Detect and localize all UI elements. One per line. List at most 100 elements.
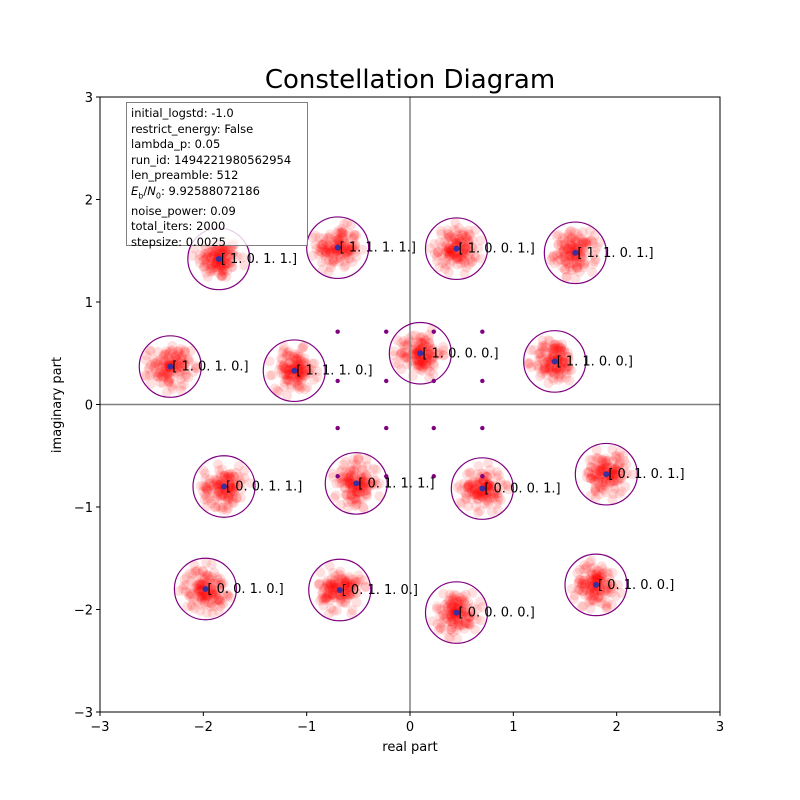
noise-sample	[206, 498, 217, 509]
symbol-label-7: [ 1. 1. 0. 0.]	[557, 354, 633, 369]
noise-sample	[563, 355, 574, 366]
noise-sample	[338, 235, 349, 246]
noise-sample	[152, 346, 163, 357]
noise-sample	[484, 480, 495, 491]
noise-sample	[320, 247, 331, 258]
noise-sample	[158, 371, 169, 382]
noise-sample	[485, 480, 496, 491]
noise-sample	[346, 490, 357, 501]
noise-sample	[471, 479, 482, 490]
noise-sample	[227, 497, 238, 508]
noise-sample	[414, 360, 425, 371]
noise-sample	[333, 235, 344, 246]
noise-sample	[245, 478, 256, 489]
noise-sample	[608, 489, 619, 500]
noise-sample	[343, 477, 354, 488]
noise-sample	[475, 235, 486, 246]
noise-sample	[292, 355, 303, 366]
noise-sample	[470, 225, 481, 236]
noise-sample	[324, 250, 335, 261]
noise-sample	[171, 367, 182, 378]
noise-sample	[300, 371, 311, 382]
noise-sample	[351, 597, 362, 608]
noise-sample	[439, 249, 450, 260]
noise-sample	[483, 479, 494, 490]
noise-sample	[338, 459, 349, 470]
noise-sample	[163, 349, 174, 360]
noise-sample	[425, 348, 436, 359]
noise-sample	[590, 463, 601, 474]
noise-sample	[458, 246, 469, 257]
noise-sample	[162, 369, 173, 380]
noise-sample	[419, 341, 430, 352]
noise-cloud-8	[195, 459, 256, 516]
noise-sample	[207, 257, 218, 268]
noise-sample	[467, 480, 478, 491]
noise-sample	[294, 364, 305, 375]
noise-sample	[214, 261, 225, 272]
noise-sample	[296, 382, 307, 393]
noise-sample	[424, 366, 435, 377]
noise-sample	[210, 501, 221, 512]
noise-sample	[458, 252, 469, 263]
noise-sample	[341, 244, 352, 255]
noise-sample	[548, 362, 559, 373]
noise-sample	[155, 355, 166, 366]
noise-sample	[495, 476, 506, 487]
noise-sample	[421, 358, 432, 369]
noise-sample	[487, 506, 498, 517]
noise-sample	[472, 489, 483, 500]
noise-sample	[471, 501, 482, 512]
noise-sample	[299, 353, 310, 364]
noise-sample	[454, 233, 465, 244]
noise-sample	[167, 384, 178, 395]
noise-sample	[215, 491, 226, 502]
noise-sample	[545, 362, 556, 373]
noise-sample	[473, 243, 484, 254]
noise-sample	[200, 248, 211, 259]
noise-sample	[524, 358, 535, 369]
noise-sample	[442, 246, 453, 257]
noise-sample	[356, 472, 367, 483]
noise-sample	[579, 237, 590, 248]
noise-sample	[459, 243, 470, 254]
noise-sample	[227, 261, 238, 272]
noise-sample	[171, 353, 182, 364]
noise-sample	[295, 355, 306, 366]
noise-sample	[416, 357, 427, 368]
noise-sample	[318, 233, 329, 244]
noise-sample	[239, 260, 250, 271]
noise-sample	[297, 370, 308, 381]
noise-sample	[208, 262, 219, 273]
noise-sample	[345, 475, 356, 486]
noise-sample	[294, 361, 305, 372]
noise-sample	[461, 242, 472, 253]
noise-sample	[206, 253, 217, 264]
noise-sample	[348, 494, 359, 505]
noise-sample	[560, 242, 571, 253]
noise-sample	[415, 337, 426, 348]
noise-sample	[558, 356, 569, 367]
noise-sample	[332, 234, 343, 245]
noise-sample	[454, 497, 465, 508]
noise-sample	[561, 272, 572, 283]
noise-sample	[284, 357, 295, 368]
preamble-point-0	[335, 329, 340, 334]
noise-sample	[483, 458, 494, 469]
noise-sample	[156, 372, 167, 383]
noise-sample	[428, 344, 439, 355]
noise-sample	[164, 377, 175, 388]
noise-sample	[585, 473, 596, 484]
noise-sample	[154, 367, 165, 378]
noise-sample	[200, 260, 211, 271]
noise-sample	[215, 469, 226, 480]
noise-sample	[293, 360, 304, 371]
noise-sample	[295, 370, 306, 381]
noise-sample	[482, 499, 493, 510]
noise-sample	[546, 255, 557, 266]
noise-sample	[459, 258, 470, 269]
noise-sample	[460, 248, 471, 259]
noise-sample	[222, 249, 233, 260]
noise-sample	[274, 364, 285, 375]
noise-sample	[539, 340, 550, 351]
